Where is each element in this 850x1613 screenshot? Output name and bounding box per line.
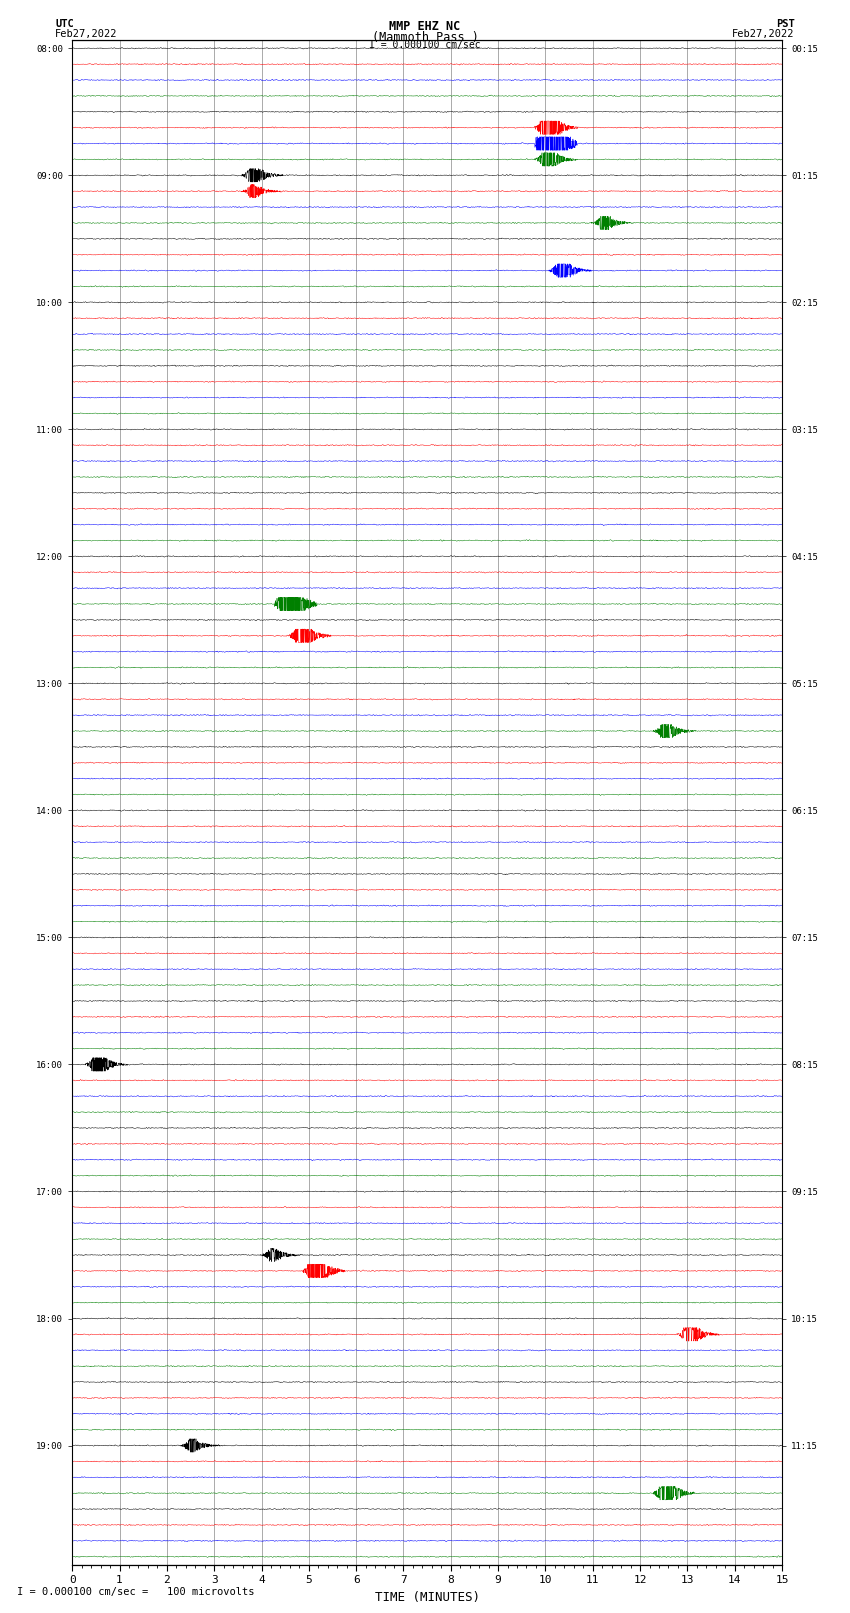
Text: Feb27,2022: Feb27,2022 (55, 29, 118, 39)
Text: (Mammoth Pass ): (Mammoth Pass ) (371, 31, 479, 44)
Text: PST: PST (776, 18, 795, 29)
Text: MMP EHZ NC: MMP EHZ NC (389, 19, 461, 34)
Text: I = 0.000100 cm/sec: I = 0.000100 cm/sec (369, 40, 481, 50)
Text: Feb27,2022: Feb27,2022 (732, 29, 795, 39)
X-axis label: TIME (MINUTES): TIME (MINUTES) (375, 1590, 479, 1603)
Text: I = 0.000100 cm/sec =   100 microvolts: I = 0.000100 cm/sec = 100 microvolts (17, 1587, 254, 1597)
Text: UTC: UTC (55, 18, 74, 29)
